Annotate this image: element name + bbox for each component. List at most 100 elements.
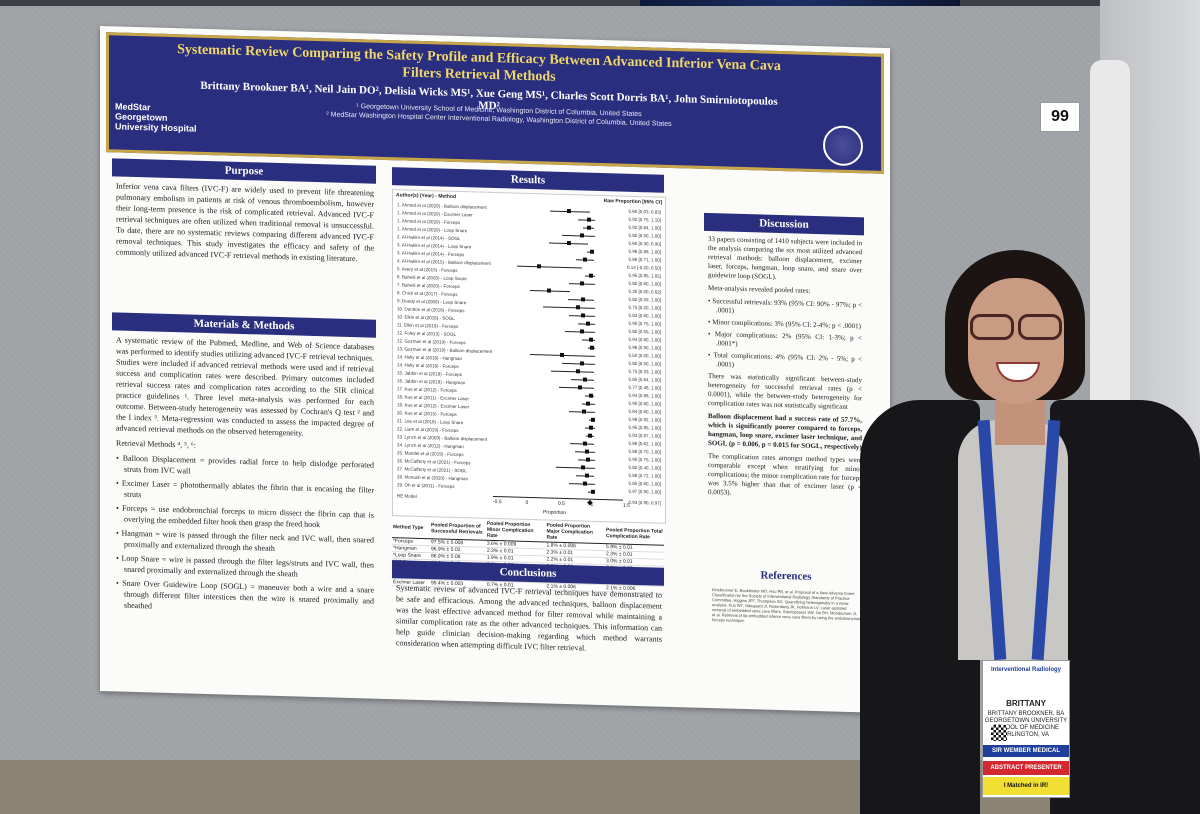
forest-point [586, 401, 590, 406]
forest-row-value: 0.14 [-0.20, 0.50] [626, 264, 661, 271]
jacket-right [1050, 400, 1200, 814]
forest-row-value: 0.85 [0.60, 1.00] [628, 480, 661, 487]
forest-row-value: 0.93 [0.87, 1.00] [628, 432, 661, 439]
forest-header-left: Author(s) (Year) - Method [396, 192, 456, 200]
forest-point [579, 361, 584, 366]
forest-point [587, 225, 592, 230]
forest-point [536, 264, 541, 269]
discussion-bullets: • Successful retrievals: 93% (95% CI: 90… [708, 297, 862, 373]
forest-row-value: 0.92 [0.75, 1.10] [628, 216, 661, 223]
forest-ci-line [562, 234, 595, 237]
forest-point [589, 425, 594, 430]
forest-point [581, 313, 586, 318]
forest-row-value: 0.94 [0.80, 1.00] [628, 336, 661, 343]
lens-right [1018, 314, 1062, 340]
purpose-text: Inferior vena cava filters (IVC-F) are w… [116, 181, 374, 264]
forest-row-value: 0.50 [0.00, 1.00] [628, 352, 661, 359]
qr-code-icon [991, 725, 1007, 741]
materials-column: A systematic review of the Pubmed, Medli… [116, 334, 374, 620]
name-badge: Interventional Radiology BRITTANY BRITTA… [982, 660, 1070, 798]
forest-point [591, 417, 596, 422]
forest-point [584, 449, 589, 454]
forest-point [583, 257, 588, 262]
forest-tick-label: 1.5 [623, 502, 630, 509]
forest-x-label: Proportion [543, 509, 567, 517]
discussion-intro: 33 papers consisting of 1410 subjects we… [708, 234, 862, 281]
forest-model-label: RE Model [397, 493, 417, 499]
forest-row-value: 0.92 [0.84, 1.00] [628, 224, 661, 231]
forest-point [579, 233, 584, 238]
conclusions-text: Systematic review of advanced IVC-F retr… [396, 583, 662, 653]
forest-row-value: 0.82 [0.59, 1.00] [628, 296, 661, 303]
forest-row-value: 0.75 [0.33, 1.00] [628, 368, 661, 375]
retrieval-method-item: • Hangman = wire is passed through the f… [116, 528, 374, 553]
retrieval-method-item: • Loop Snare = wire is passed through th… [116, 553, 374, 579]
forest-point [579, 329, 584, 334]
forest-tick-label: 0 [525, 499, 529, 506]
forest-ci-line [516, 265, 582, 269]
forest-row-value: 0.95 [0.85, 1.05] [628, 272, 661, 279]
badge-name: BRITTANY [1006, 699, 1046, 708]
forest-point [580, 297, 585, 302]
badge-role: BRITTANY BROOKNER, BA GEORGETOWN UNIVERS… [984, 711, 1068, 738]
forest-point [560, 352, 564, 357]
forest-row-value: 0.77 [0.46, 1.00] [628, 384, 661, 391]
discussion-bullet: • Minor complications: 3% (95% CI: 2-4%;… [708, 317, 861, 331]
booth-number: 99 [1040, 102, 1080, 132]
forest-ci-line [569, 443, 595, 445]
forest-ci-line [550, 370, 595, 373]
forest-row-value: 0.82 [0.40, 1.00] [628, 464, 661, 471]
forest-row-value: 0.80 [0.55, 1.00] [628, 328, 661, 335]
forest-ci-line [562, 362, 595, 365]
discussion-p4: The complication rates amongst method ty… [708, 451, 862, 497]
forest-ci-line [568, 483, 595, 485]
section-discussion: Discussion [704, 212, 864, 236]
forest-row-value: 0.86 [0.62, 1.00] [628, 440, 661, 447]
forest-row-value: 0.98 [0.92, 1.00] [628, 416, 661, 423]
forest-point [582, 377, 587, 382]
forest-row-value: 0.80 [0.60, 1.00] [628, 280, 661, 287]
retrieval-method-item: • Forceps = use endobronchial forceps to… [116, 503, 374, 530]
forest-tick-label: -0.5 [493, 498, 502, 506]
table-header-cell: Pooled Proportion of Successful Retrieva… [429, 518, 486, 541]
forest-row-label: 1. Ahmed et al (2020) - Balloon displace… [397, 202, 487, 210]
retrieval-method-item: • Excimer Laser = photothermally ablates… [116, 478, 374, 500]
forest-point [588, 337, 593, 342]
table-header-cell: Pooled Proportion Minor Complication Rat… [485, 519, 546, 542]
section-results: Results [392, 167, 664, 193]
forest-rows: 1. Ahmed et al (2020) - Balloon displace… [397, 202, 661, 508]
forest-row-value: 0.30 [0.00, 0.62] [628, 288, 661, 295]
forest-tick-label: 0.5 [558, 500, 565, 507]
forest-row-value: 0.90 [0.75, 1.00] [628, 456, 661, 463]
face [968, 278, 1064, 404]
section-materials: Materials & Methods [112, 312, 376, 338]
badge-header: Interventional Radiology [990, 667, 1061, 673]
forest-ci-line [555, 466, 595, 469]
discussion-column: 33 papers consisting of 1410 subjects we… [708, 235, 862, 505]
discussion-p2: There was statistically significant betw… [708, 371, 862, 411]
lens-left [970, 314, 1014, 340]
forest-row-value: 0.88 [0.72, 1.00] [628, 472, 661, 479]
forest-row-value: 0.80 [0.50, 1.00] [628, 360, 661, 367]
forest-point [576, 305, 581, 310]
forest-point [588, 393, 593, 398]
forest-point [582, 481, 587, 486]
forest-point [580, 465, 585, 470]
medstar-logo: MedStar Georgetown University Hospital [115, 101, 197, 134]
research-poster: Systematic Review Comparing the Safety P… [100, 26, 890, 714]
table-header-cell: Pooled Proportion Total Complication Rat… [605, 523, 664, 546]
forest-point [589, 273, 594, 278]
forest-point [584, 473, 589, 478]
badge-stripe-matched: I Matched in IR! [983, 777, 1069, 795]
table-header-cell: Pooled Proportion Major Complication Rat… [545, 521, 606, 544]
discussion-bullet: • Major complications: 2% (95% CI: 1-3%;… [708, 329, 862, 348]
methods-text: A systematic review of the Pubmed, Medli… [116, 335, 374, 438]
retrieval-method-item: • Balloon Displacement = provides radial… [116, 453, 374, 476]
forest-row-value: 0.90 [0.75, 1.00] [628, 320, 661, 327]
forest-point [590, 489, 595, 494]
forest-row-value: 0.94 [0.86, 1.00] [628, 392, 661, 399]
section-purpose: Purpose [112, 158, 376, 184]
badge-stripe-member: SIR WEMBER MEDICAL STUDENT [983, 745, 1069, 766]
forest-point [566, 209, 571, 214]
forest-row-value: 0.75 [0.20, 1.00] [628, 304, 661, 311]
